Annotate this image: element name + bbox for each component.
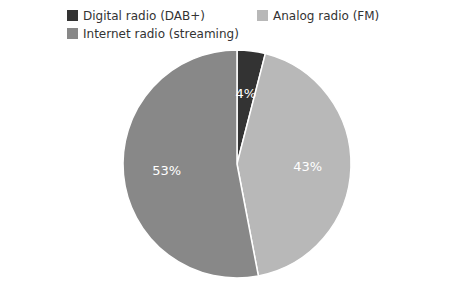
legend-label: Analog radio (FM) — [273, 9, 379, 23]
legend-swatch — [67, 28, 78, 39]
data-labels: 4% 43% 53% — [152, 86, 322, 178]
legend-swatch — [257, 10, 268, 21]
legend-label: Internet radio (streaming) — [83, 27, 239, 41]
legend-label: Digital radio (DAB+) — [83, 9, 205, 23]
legend: Digital radio (DAB+) Analog radio (FM) Int… — [67, 9, 379, 41]
pie-slice — [123, 50, 258, 278]
pie — [123, 50, 351, 278]
chart: Digital radio (DAB+) Analog radio (FM) Int… — [0, 0, 474, 284]
data-label: 43% — [293, 159, 322, 174]
data-label: 4% — [236, 86, 257, 101]
legend-swatch — [67, 10, 78, 21]
data-label: 53% — [152, 163, 181, 178]
